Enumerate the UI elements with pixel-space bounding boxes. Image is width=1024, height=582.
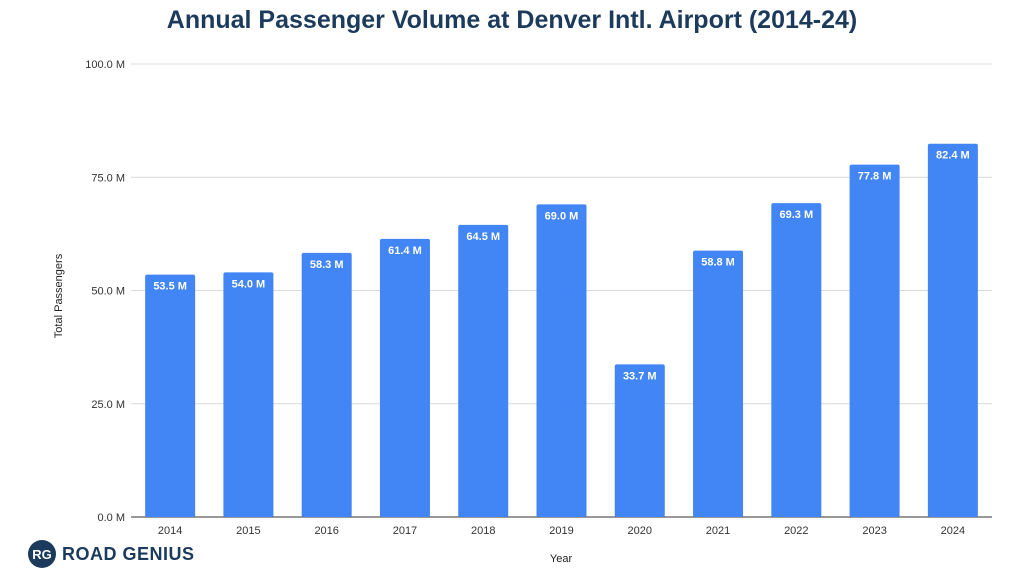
bar-2014 (145, 274, 196, 517)
data-label: 69.0 M (545, 210, 579, 222)
bar-2023 (849, 164, 900, 518)
brand-badge: RG (28, 540, 56, 568)
bar-2021 (693, 250, 744, 518)
data-label: 64.5 M (466, 231, 500, 243)
bar-2015 (223, 272, 274, 517)
x-tick-label: 2014 (158, 525, 182, 537)
road-genius-logo: RG ROAD GENIUS (28, 540, 195, 568)
x-tick-label: 2024 (941, 525, 965, 537)
bar-2019 (536, 204, 587, 517)
data-label: 61.4 M (388, 245, 422, 257)
bar-2017 (379, 238, 430, 517)
y-axis-ticks: 0.0 M 25.0 M 50.0 M 75.0 M 100.0 M (85, 59, 125, 524)
data-label: 58.8 M (701, 257, 735, 269)
data-label: 58.3 M (310, 259, 344, 271)
data-label: 53.5 M (153, 281, 187, 293)
x-tick-label: 2022 (784, 525, 808, 537)
data-label: 33.7 M (623, 370, 657, 382)
x-tick-label: 2020 (628, 525, 652, 537)
x-tick-label: 2021 (706, 525, 730, 537)
x-axis-label: Year (550, 553, 573, 565)
data-label: 77.8 M (858, 171, 892, 183)
data-label: 54.0 M (232, 278, 266, 290)
data-labels: 53.5 M 54.0 M 58.3 M 61.4 M 64.5 M 69.0 M 33.7… (153, 150, 969, 383)
data-label: 69.3 M (779, 209, 813, 221)
y-tick-label: 25.0 M (91, 399, 125, 411)
x-tick-label: 2016 (314, 525, 338, 537)
data-label: 82.4 M (936, 150, 970, 162)
bar-2022 (771, 203, 822, 518)
x-tick-label: 2018 (471, 525, 495, 537)
bar-2018 (458, 224, 509, 517)
bars (145, 143, 978, 518)
y-tick-label: 75.0 M (91, 172, 125, 184)
y-tick-label: 50.0 M (91, 286, 125, 298)
x-tick-label: 2015 (236, 525, 260, 537)
y-axis-label: Total Passengers (53, 253, 65, 338)
brand-name: ROAD GENIUS (62, 543, 195, 564)
bar-2016 (301, 252, 352, 517)
y-tick-label: 100.0 M (85, 59, 125, 71)
x-tick-label: 2017 (393, 525, 417, 537)
bar-2020 (614, 364, 665, 517)
chart-title: Annual Passenger Volume at Denver Intl. … (166, 6, 858, 34)
bar-2024 (927, 143, 978, 517)
x-tick-label: 2019 (549, 525, 573, 537)
y-tick-label: 0.0 M (97, 512, 125, 524)
x-tick-label: 2023 (862, 525, 886, 537)
x-axis-ticks: 2014 2015 2016 2017 2018 2019 2020 2021 2022 2023… (158, 525, 965, 537)
